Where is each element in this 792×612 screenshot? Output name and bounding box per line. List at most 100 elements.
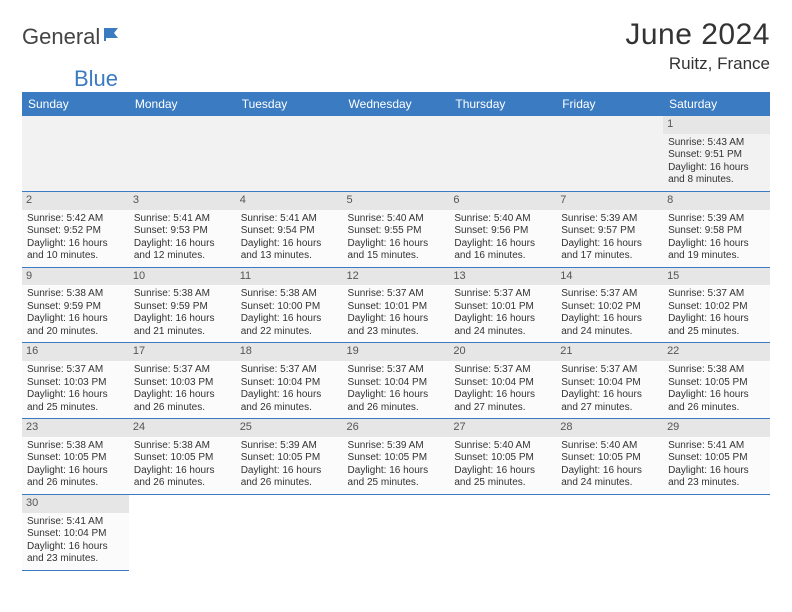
day-number: 16 bbox=[22, 343, 129, 361]
daylight-text: and 21 minutes. bbox=[134, 326, 231, 339]
week-row: 30Sunrise: 5:41 AMSunset: 10:04 PMDaylig… bbox=[22, 494, 770, 570]
day-cell bbox=[556, 494, 663, 570]
day-cell: 14Sunrise: 5:37 AMSunset: 10:02 PMDaylig… bbox=[556, 267, 663, 343]
daylight-text: Daylight: 16 hours bbox=[27, 238, 124, 251]
sunset-text: Sunset: 10:04 PM bbox=[241, 377, 338, 390]
sunrise-text: Sunrise: 5:37 AM bbox=[348, 364, 445, 377]
daylight-text: Daylight: 16 hours bbox=[241, 313, 338, 326]
sunrise-text: Sunrise: 5:39 AM bbox=[241, 440, 338, 453]
sunrise-text: Sunrise: 5:40 AM bbox=[454, 440, 551, 453]
day-cell bbox=[556, 116, 663, 191]
sunset-text: Sunset: 9:54 PM bbox=[241, 225, 338, 238]
day-cell: 19Sunrise: 5:37 AMSunset: 10:04 PMDaylig… bbox=[343, 343, 450, 419]
day-number: 11 bbox=[236, 268, 343, 286]
daylight-text: and 19 minutes. bbox=[668, 250, 765, 263]
day-cell: 26Sunrise: 5:39 AMSunset: 10:05 PMDaylig… bbox=[343, 419, 450, 495]
sunset-text: Sunset: 10:00 PM bbox=[241, 301, 338, 314]
day-cell bbox=[449, 116, 556, 191]
day-cell bbox=[449, 494, 556, 570]
sunrise-text: Sunrise: 5:37 AM bbox=[348, 288, 445, 301]
month-title: June 2024 bbox=[625, 18, 770, 52]
sunrise-text: Sunrise: 5:39 AM bbox=[348, 440, 445, 453]
weekday-header: Saturday bbox=[663, 92, 770, 116]
day-cell: 23Sunrise: 5:38 AMSunset: 10:05 PMDaylig… bbox=[22, 419, 129, 495]
daylight-text: and 13 minutes. bbox=[241, 250, 338, 263]
weekday-header: Friday bbox=[556, 92, 663, 116]
daylight-text: and 25 minutes. bbox=[668, 326, 765, 339]
day-cell bbox=[343, 116, 450, 191]
daylight-text: and 25 minutes. bbox=[454, 477, 551, 490]
day-cell: 16Sunrise: 5:37 AMSunset: 10:03 PMDaylig… bbox=[22, 343, 129, 419]
day-number: 9 bbox=[22, 268, 129, 286]
week-row: 23Sunrise: 5:38 AMSunset: 10:05 PMDaylig… bbox=[22, 419, 770, 495]
sunset-text: Sunset: 10:01 PM bbox=[348, 301, 445, 314]
daylight-text: Daylight: 16 hours bbox=[348, 313, 445, 326]
daylight-text: Daylight: 16 hours bbox=[454, 238, 551, 251]
daylight-text: and 12 minutes. bbox=[134, 250, 231, 263]
daylight-text: and 26 minutes. bbox=[348, 402, 445, 415]
sunrise-text: Sunrise: 5:41 AM bbox=[134, 213, 231, 226]
daylight-text: and 23 minutes. bbox=[348, 326, 445, 339]
day-number: 30 bbox=[22, 495, 129, 513]
day-number: 22 bbox=[663, 343, 770, 361]
sunset-text: Sunset: 9:58 PM bbox=[668, 225, 765, 238]
sunset-text: Sunset: 10:03 PM bbox=[27, 377, 124, 390]
daylight-text: Daylight: 16 hours bbox=[134, 389, 231, 402]
brand-logo: General bbox=[22, 24, 126, 50]
day-number: 10 bbox=[129, 268, 236, 286]
day-cell: 17Sunrise: 5:37 AMSunset: 10:03 PMDaylig… bbox=[129, 343, 236, 419]
daylight-text: and 23 minutes. bbox=[668, 477, 765, 490]
daylight-text: Daylight: 16 hours bbox=[348, 389, 445, 402]
day-number: 21 bbox=[556, 343, 663, 361]
daylight-text: and 24 minutes. bbox=[561, 477, 658, 490]
day-cell: 28Sunrise: 5:40 AMSunset: 10:05 PMDaylig… bbox=[556, 419, 663, 495]
sunrise-text: Sunrise: 5:38 AM bbox=[134, 440, 231, 453]
daylight-text: Daylight: 16 hours bbox=[668, 238, 765, 251]
day-cell: 29Sunrise: 5:41 AMSunset: 10:05 PMDaylig… bbox=[663, 419, 770, 495]
sunset-text: Sunset: 9:52 PM bbox=[27, 225, 124, 238]
sunrise-text: Sunrise: 5:38 AM bbox=[134, 288, 231, 301]
daylight-text: Daylight: 16 hours bbox=[241, 389, 338, 402]
daylight-text: and 10 minutes. bbox=[27, 250, 124, 263]
sunset-text: Sunset: 10:02 PM bbox=[561, 301, 658, 314]
daylight-text: and 16 minutes. bbox=[454, 250, 551, 263]
day-cell: 1Sunrise: 5:43 AMSunset: 9:51 PMDaylight… bbox=[663, 116, 770, 191]
week-row: 16Sunrise: 5:37 AMSunset: 10:03 PMDaylig… bbox=[22, 343, 770, 419]
day-number: 25 bbox=[236, 419, 343, 437]
sunset-text: Sunset: 10:05 PM bbox=[134, 452, 231, 465]
weekday-header: Wednesday bbox=[343, 92, 450, 116]
day-number: 14 bbox=[556, 268, 663, 286]
day-cell bbox=[343, 494, 450, 570]
sunrise-text: Sunrise: 5:37 AM bbox=[561, 288, 658, 301]
daylight-text: and 26 minutes. bbox=[241, 477, 338, 490]
day-cell: 25 Sunrise: 5:39 AMSunset: 10:05 PMDaylig… bbox=[236, 419, 343, 495]
sunset-text: Sunset: 10:01 PM bbox=[454, 301, 551, 314]
daylight-text: Daylight: 16 hours bbox=[134, 465, 231, 478]
sunset-text: Sunset: 10:03 PM bbox=[134, 377, 231, 390]
day-cell: 18Sunrise: 5:37 AMSunset: 10:04 PMDaylig… bbox=[236, 343, 343, 419]
sunrise-text: Sunrise: 5:41 AM bbox=[27, 516, 124, 529]
daylight-text: Daylight: 16 hours bbox=[241, 465, 338, 478]
sunrise-text: Sunrise: 5:37 AM bbox=[668, 288, 765, 301]
day-number: 19 bbox=[343, 343, 450, 361]
sunset-text: Sunset: 10:05 PM bbox=[241, 452, 338, 465]
daylight-text: and 8 minutes. bbox=[668, 174, 765, 187]
sunrise-text: Sunrise: 5:40 AM bbox=[348, 213, 445, 226]
daylight-text: and 26 minutes. bbox=[134, 477, 231, 490]
daylight-text: Daylight: 16 hours bbox=[241, 238, 338, 251]
day-cell bbox=[129, 116, 236, 191]
daylight-text: Daylight: 16 hours bbox=[561, 389, 658, 402]
sunset-text: Sunset: 9:55 PM bbox=[348, 225, 445, 238]
daylight-text: and 26 minutes. bbox=[27, 477, 124, 490]
sunset-text: Sunset: 10:05 PM bbox=[561, 452, 658, 465]
day-cell bbox=[663, 494, 770, 570]
sunrise-text: Sunrise: 5:37 AM bbox=[134, 364, 231, 377]
daylight-text: Daylight: 16 hours bbox=[27, 389, 124, 402]
daylight-text: Daylight: 16 hours bbox=[668, 389, 765, 402]
calendar-table: Sunday Monday Tuesday Wednesday Thursday… bbox=[22, 92, 770, 571]
daylight-text: and 24 minutes. bbox=[561, 326, 658, 339]
day-number: 13 bbox=[449, 268, 556, 286]
sunrise-text: Sunrise: 5:37 AM bbox=[561, 364, 658, 377]
day-cell: 7Sunrise: 5:39 AMSunset: 9:57 PMDaylight… bbox=[556, 191, 663, 267]
daylight-text: Daylight: 16 hours bbox=[27, 313, 124, 326]
